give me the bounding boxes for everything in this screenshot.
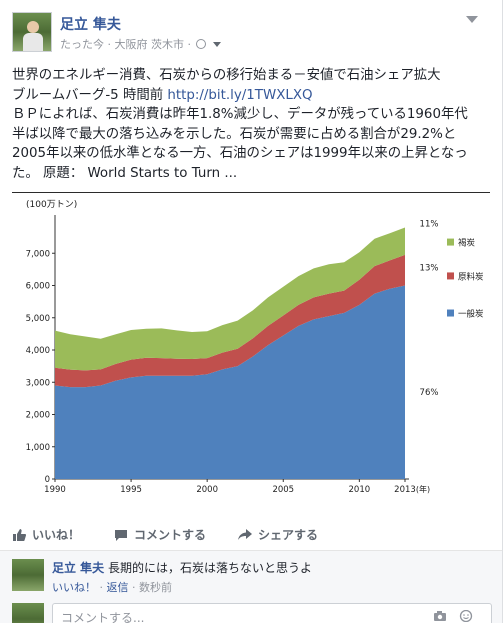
- y-tick-label: 0: [45, 475, 50, 485]
- post-timestamp-location[interactable]: たった今 · 大阪府 茨木市 ·: [60, 38, 191, 51]
- coal-consumption-chart[interactable]: (100万トン) 0 1,000 2,000 3,000 4,000 5,000 6,000 7…: [12, 192, 490, 510]
- post-text-line: ブルームバーグ-5 時間前 http://bit.ly/1TWXLXQ: [12, 86, 490, 106]
- like-button[interactable]: いいね！: [12, 526, 80, 543]
- comment-icon: [115, 529, 127, 541]
- thumbs-up-icon: [13, 528, 26, 541]
- share-button[interactable]: シェアする: [238, 526, 318, 543]
- x-tick-label: 1995: [120, 485, 142, 495]
- post-source: ブルームバーグ-5 時間前: [12, 87, 168, 103]
- share-icon: [238, 528, 252, 540]
- globe-icon: [196, 39, 207, 49]
- y-tick-label: 1,000: [26, 443, 50, 453]
- area-series-1: [55, 285, 405, 479]
- comments-section: 足立 隼夫 長期的には，石炭は落ちないと思うよ いいね！ · 返信 · 数秒前 …: [0, 550, 502, 623]
- y-tick-label: 5,000: [26, 314, 50, 324]
- post-text: 世界のエネルギー消費、石炭からの移行始まる－安値で石油シェア拡大 ブルームバーグ…: [12, 66, 490, 183]
- like-label: いいね！: [32, 528, 81, 542]
- post-text-line: ＢＰによれば、石炭消費は昨年1.8%減少し、データが残っている1960年代: [12, 107, 468, 122]
- chart-svg: (100万トン) 0 1,000 2,000 3,000 4,000 5,000 6,000 7…: [26, 200, 484, 495]
- post-text-line: 2005年以来の低水準となる一方、石油のシェアは1999年以来の上昇となっ: [12, 146, 468, 161]
- comment-label: コメントする: [134, 528, 207, 542]
- x-tick-label: 1990: [44, 485, 66, 495]
- legend-swatch: [447, 272, 454, 280]
- post-text-line: た。 原題： World Starts to Turn ...: [12, 165, 238, 181]
- area-series-2: [55, 254, 405, 388]
- comment-meta: いいね！ · 返信 · 数秒前: [52, 581, 172, 594]
- emoji-icon[interactable]: [459, 610, 473, 622]
- y-axis-label: (100万トン): [26, 200, 77, 210]
- post-meta: たった今 · 大阪府 茨木市 ·: [60, 36, 221, 52]
- comment-author[interactable]: 足立 隼夫: [52, 561, 105, 575]
- audience-dropdown-icon[interactable]: [212, 42, 221, 47]
- y-tick-label: 4,000: [26, 346, 50, 356]
- legend-swatch: [447, 238, 454, 246]
- x-tick-label: 2005: [272, 485, 294, 495]
- legend-label: 原料炭: [458, 271, 484, 282]
- author-name[interactable]: 足立 隼夫: [60, 17, 121, 33]
- post-text-line: 半ば以降で最大の落ち込みを示した。石炭が需要に占める割合が29.2%と: [12, 126, 457, 142]
- share-label: シェアする: [258, 528, 319, 542]
- comment-body: 足立 隼夫 長期的には，石炭は落ちないと思うよ: [52, 559, 312, 576]
- avatar-shirt: [23, 33, 43, 51]
- comment-time: 数秒前: [139, 581, 172, 594]
- post-header: 足立 隼夫 たった今 · 大阪府 茨木市 ·: [12, 12, 482, 56]
- x-tick-label: 2010: [349, 485, 371, 495]
- legend-swatch: [447, 309, 454, 317]
- y-tick-label: 2,000: [26, 411, 50, 421]
- x-axis-unit: (年): [416, 484, 430, 494]
- y-tick-label: 6,000: [26, 282, 50, 292]
- comment-button[interactable]: コメントする: [114, 526, 206, 543]
- comment-like-link[interactable]: いいね！: [52, 581, 96, 594]
- comment-input-placeholder: コメントする...: [61, 611, 145, 623]
- annotation-label: 76%: [420, 388, 439, 398]
- y-tick-label: 7,000: [26, 249, 50, 259]
- x-tick-label: 2013: [394, 485, 416, 495]
- x-tick-label: 2000: [196, 485, 218, 495]
- area-series-3: [55, 227, 405, 371]
- y-tick-label: 3,000: [26, 378, 50, 388]
- author-avatar[interactable]: [12, 12, 52, 52]
- annotation-label: 13%: [420, 263, 439, 273]
- comment-reply-link[interactable]: 返信: [106, 581, 129, 594]
- post-text-line: 世界のエネルギー消費、石炭からの移行始まる－安値で石油シェア拡大: [12, 68, 441, 83]
- post-link[interactable]: http://bit.ly/1TWXLXQ: [167, 87, 313, 103]
- commenter-avatar[interactable]: [12, 559, 44, 591]
- current-user-avatar: [12, 603, 44, 623]
- comment-input[interactable]: コメントする...: [52, 603, 492, 623]
- camera-icon[interactable]: [433, 610, 447, 622]
- avatar-face: [27, 21, 39, 33]
- post-actions: いいね！ コメントする シェアする: [12, 522, 490, 548]
- annotation-label: 11%: [420, 219, 439, 229]
- comment-text: 長期的には，石炭は落ちないと思うよ: [108, 561, 313, 575]
- legend-label: 一般炭: [458, 309, 484, 320]
- legend-label: 褐炭: [458, 238, 476, 249]
- post-options-chevron-icon[interactable]: [466, 16, 478, 23]
